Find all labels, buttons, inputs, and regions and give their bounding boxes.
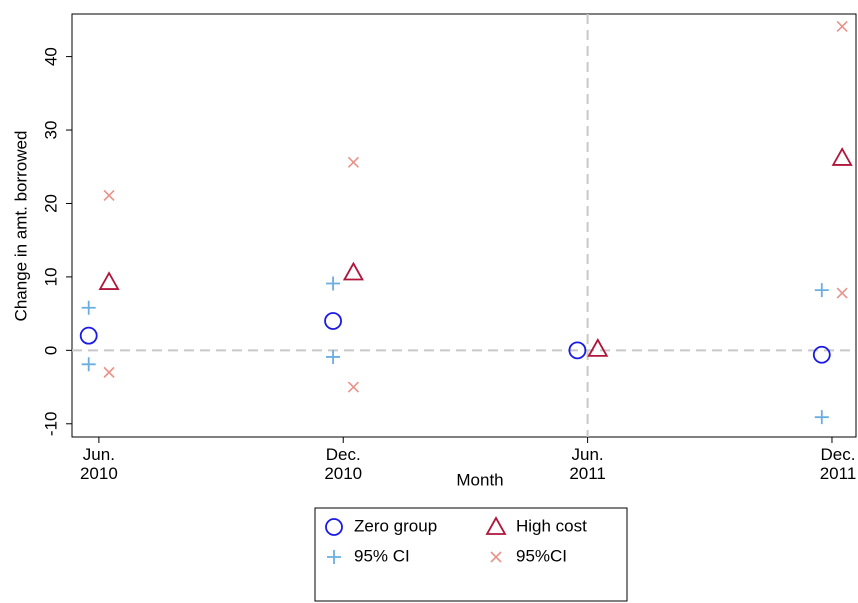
legend-marker [490, 551, 502, 563]
point [814, 410, 829, 425]
y-tick-label: 40 [41, 47, 60, 66]
legend-marker [485, 516, 507, 535]
x-tick-label: Jun. 2011 [569, 445, 606, 483]
y-tick-label: 30 [41, 121, 60, 140]
point [347, 381, 359, 393]
legend-label: 95%CI [516, 546, 567, 565]
y-axis-label: Change in amt. borrowed [11, 131, 30, 322]
point [836, 287, 848, 299]
x-tick-label: Dec. 2011 [819, 445, 857, 483]
y-tick-label: 20 [41, 194, 60, 213]
point [347, 156, 359, 168]
point [326, 349, 341, 364]
point [98, 271, 120, 290]
point [81, 357, 96, 372]
legend-label: 95% CI [354, 546, 410, 565]
point [342, 261, 364, 281]
point [568, 341, 587, 360]
legend-box [314, 507, 628, 602]
point [836, 20, 848, 33]
point [103, 366, 115, 378]
point [812, 345, 831, 364]
point [324, 312, 342, 330]
point [587, 338, 609, 357]
legend-marker [325, 518, 343, 536]
x-axis-label: Month [456, 470, 503, 489]
y-tick-label: 10 [41, 267, 60, 286]
legend-label: High cost [516, 516, 587, 535]
x-tick-label: Jun. 2010 [79, 445, 118, 483]
point [79, 326, 98, 345]
y-tick-label: 0 [41, 346, 60, 355]
point [103, 189, 115, 201]
point [831, 147, 853, 166]
point [81, 300, 96, 315]
y-tick-label: -10 [41, 411, 60, 436]
legend-marker [327, 550, 341, 564]
legend-label: Zero group [354, 516, 437, 535]
plot-frame [71, 13, 857, 438]
point [326, 276, 341, 291]
x-tick-label: Dec. 2010 [324, 445, 363, 483]
point [814, 283, 829, 298]
